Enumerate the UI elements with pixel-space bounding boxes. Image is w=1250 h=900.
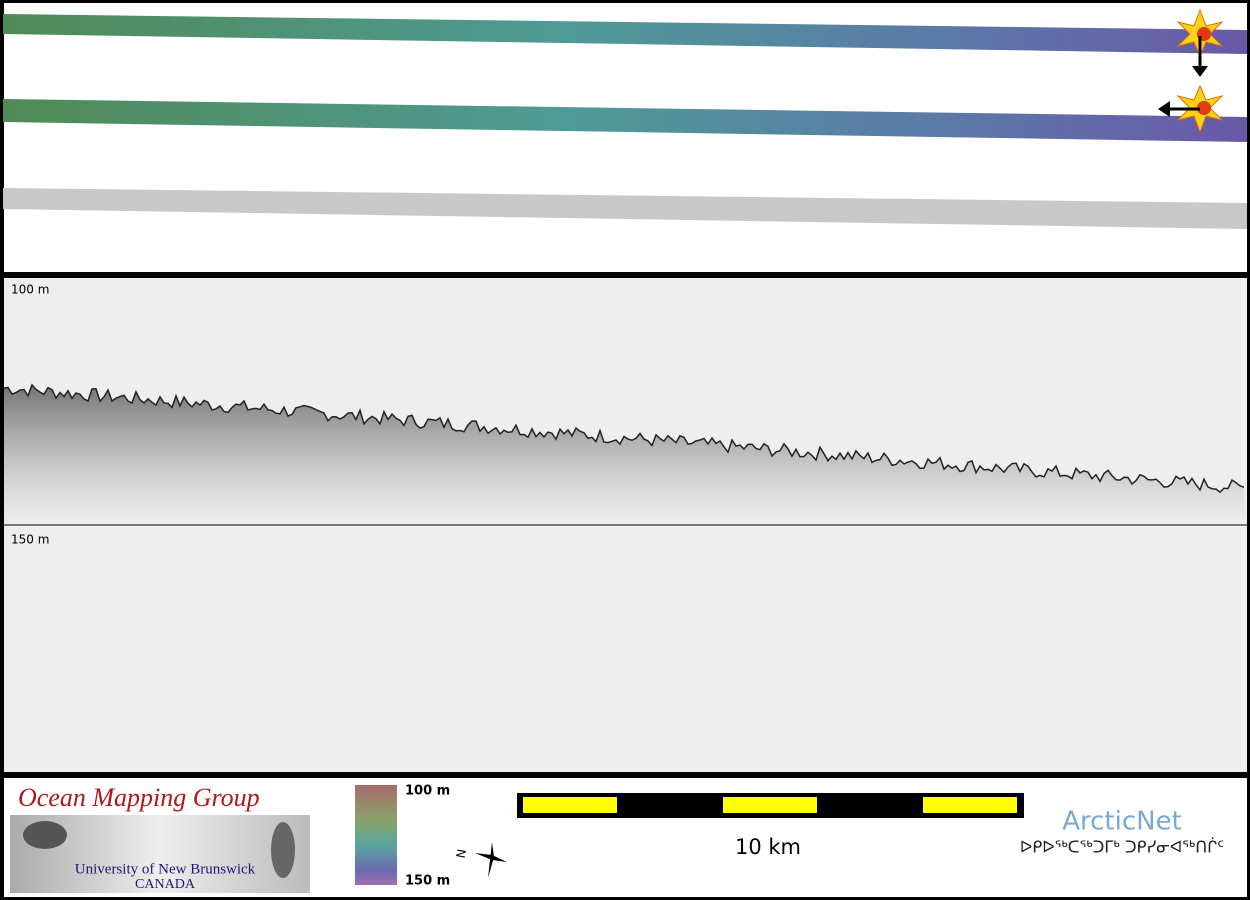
colorbar-label: 100 m bbox=[405, 784, 450, 799]
partner-logo: ArcticNet bbox=[1062, 807, 1182, 837]
scale-label: 10 km bbox=[735, 835, 801, 859]
echo-shadow bbox=[4, 384, 1247, 525]
logo-title: Ocean Mapping Group bbox=[18, 783, 260, 812]
north-label: N bbox=[453, 848, 468, 859]
swath bbox=[3, 99, 1247, 142]
scale-segment bbox=[523, 797, 617, 813]
swath-backscatter bbox=[3, 188, 1247, 229]
echo-line bbox=[3, 383, 1245, 494]
depth-label: 150 m bbox=[11, 533, 49, 547]
logo-figure bbox=[23, 821, 67, 849]
logo-text: CANADA bbox=[135, 877, 196, 892]
logo-figure bbox=[271, 822, 295, 878]
colorbar-label: 150 m bbox=[405, 874, 450, 889]
partner-syllabics: ᐅᑭᐅᖅᑕᖅᑐᒥᒃ ᑐᑭᓯᓂᐊᖅᑎᒌᑦ bbox=[1020, 838, 1224, 857]
depth-label: 100 m bbox=[11, 283, 49, 297]
position-marker bbox=[1158, 8, 1224, 134]
logo-text: University of New Brunswick bbox=[75, 861, 256, 877]
swath bbox=[3, 14, 1247, 54]
scale-segment bbox=[723, 797, 817, 813]
north-arrow: N bbox=[453, 842, 507, 878]
scale-segment bbox=[923, 797, 1017, 813]
seafloor-echo bbox=[3, 383, 1247, 525]
colorbar bbox=[355, 785, 397, 885]
